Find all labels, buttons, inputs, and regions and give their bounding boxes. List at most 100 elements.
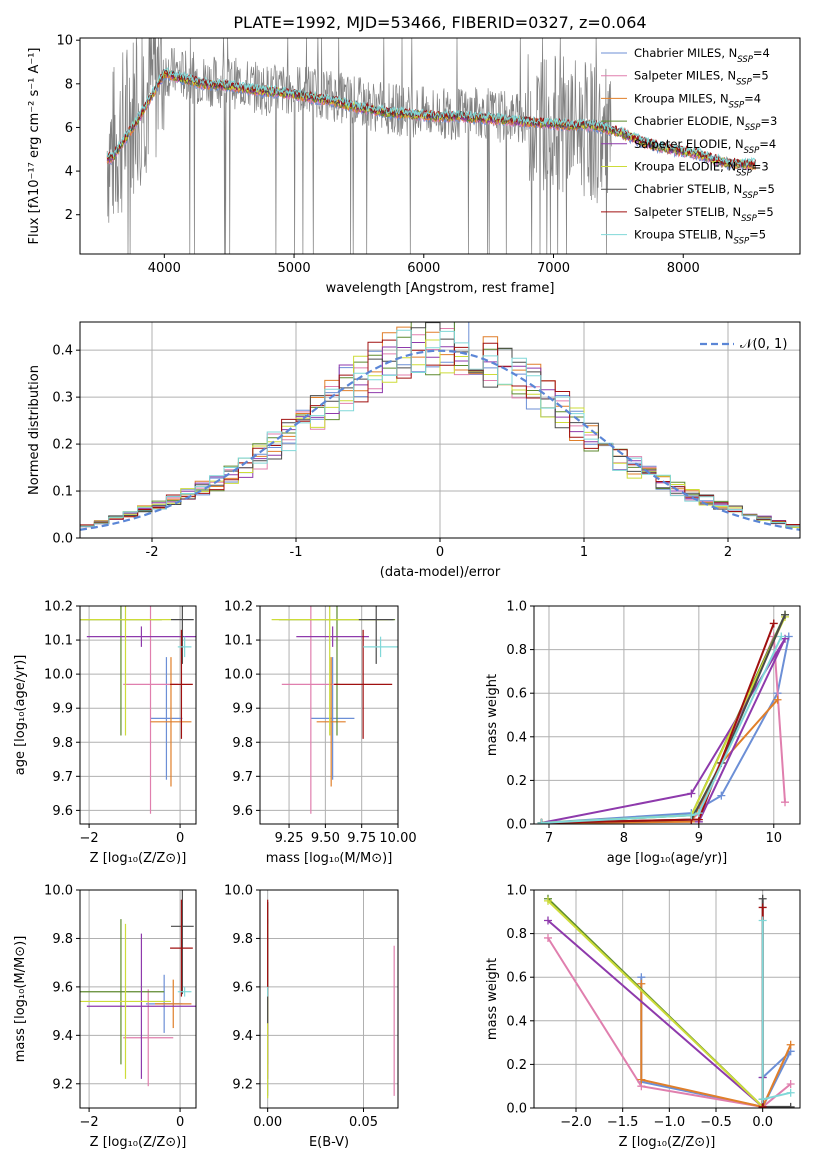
x-tick-label: −1.5 bbox=[607, 1115, 639, 1130]
y-tick-label: 0.3 bbox=[52, 391, 73, 406]
panel-mass_weight_vs_age: 7 8 9 10 0.0 0.2 0.4 0.6 0.8 1.0 age [log₁₀(age/yr… bbox=[485, 600, 801, 866]
panel-mass_weight_vs_Z: −2.0 −1.5 −1.0 −0.5 0.0 0.0 0.2 0.4 0.6 0.8 1.0 Z [… bbox=[485, 884, 801, 1150]
plot-area bbox=[544, 894, 795, 1108]
x-tick-label: −2 bbox=[80, 1115, 99, 1130]
chart-title: PLATE=1992, MJD=53466, FIBERID=0327, z=0… bbox=[233, 13, 646, 32]
x-tick-label: 2 bbox=[724, 545, 732, 560]
x-axis-label: E(B-V) bbox=[309, 1135, 349, 1150]
x-tick-label: 8 bbox=[620, 831, 628, 846]
panel-spectrum: 4000 5000 6000 7000 8000 2 4 6 8 10 wavelength [An… bbox=[27, 13, 801, 296]
y-tick-label: 0.2 bbox=[506, 1058, 527, 1073]
y-tick-label: 9.6 bbox=[52, 980, 73, 995]
x-tick-label: 7 bbox=[545, 831, 553, 846]
weight-marker-7 bbox=[758, 903, 767, 912]
y-tick-label: 9.4 bbox=[52, 1029, 73, 1044]
x-tick-label: 0.0 bbox=[752, 1115, 773, 1130]
weight-marker-7 bbox=[758, 1102, 767, 1108]
plot-area bbox=[80, 606, 196, 814]
x-tick-label: 9 bbox=[695, 831, 703, 846]
x-tick-label: 0.05 bbox=[349, 1115, 378, 1130]
weight-marker-6 bbox=[781, 610, 790, 619]
histogram-7 bbox=[80, 339, 800, 526]
x-tick-label: -1 bbox=[290, 545, 303, 560]
y-tick-label: 0.2 bbox=[52, 438, 73, 453]
x-tick-label: 8000 bbox=[667, 261, 700, 276]
legend-entry-6: Chabrier STELIB, NSSP=5 bbox=[634, 182, 775, 201]
y-tick-label: 0.8 bbox=[506, 643, 527, 658]
y-tick-label: 9.7 bbox=[232, 770, 253, 785]
weight-marker-1 bbox=[786, 1080, 795, 1089]
weight-series-8 bbox=[541, 636, 783, 824]
y-axis-label: mass weight bbox=[485, 674, 500, 756]
axes-frame bbox=[79, 321, 801, 539]
x-tick-label: 10 bbox=[766, 831, 783, 846]
weight-marker-7 bbox=[769, 619, 778, 628]
weight-marker-2 bbox=[773, 695, 782, 704]
histogram-5 bbox=[80, 339, 800, 528]
x-tick-label: 6000 bbox=[407, 261, 440, 276]
x-tick-label: −1.0 bbox=[654, 1115, 686, 1130]
y-axis-label: mass weight bbox=[485, 958, 500, 1040]
weight-marker-8 bbox=[687, 811, 696, 820]
x-tick-label: 0.00 bbox=[253, 1115, 282, 1130]
x-tick-label: 9.25 bbox=[275, 831, 304, 846]
y-axis-label: mass [log₁₀(M/M⊙)] bbox=[13, 936, 28, 1063]
y-tick-label: 4 bbox=[65, 165, 73, 180]
plot-area bbox=[80, 322, 800, 531]
weight-series-5 bbox=[541, 616, 786, 824]
y-axis-label: age [log₁₀(age/yr)] bbox=[13, 655, 28, 776]
y-tick-label: 10.2 bbox=[224, 600, 253, 615]
axes-frame bbox=[533, 889, 801, 1109]
y-tick-label: 10.0 bbox=[44, 668, 73, 683]
x-tick-label: 0 bbox=[176, 1115, 184, 1130]
weight-marker-6 bbox=[758, 894, 767, 903]
y-tick-label: 6 bbox=[65, 121, 73, 136]
panel-residuals: -2 -1 0 1 2 0.0 0.1 0.2 0.3 0.4 (data-model)/error… bbox=[27, 321, 801, 580]
weight-marker-1 bbox=[781, 798, 790, 807]
legend-entry-1: Salpeter MILES, NSSP=5 bbox=[634, 69, 769, 88]
x-axis-label: age [log₁₀(age/yr)] bbox=[607, 851, 728, 866]
x-axis-label: Z [log₁₀(Z/Z⊙)] bbox=[90, 851, 187, 866]
weight-marker-4 bbox=[544, 916, 552, 925]
y-tick-label: 9.9 bbox=[232, 702, 253, 717]
weight-marker-6 bbox=[786, 1102, 795, 1108]
weight-series-3 bbox=[541, 614, 786, 824]
legend-entry-7: Salpeter STELIB, NSSP=5 bbox=[634, 205, 774, 224]
plot-area bbox=[271, 606, 398, 814]
legend-entry-2: Kroupa MILES, NSSP=4 bbox=[634, 91, 761, 110]
gaussian-curve bbox=[80, 349, 800, 531]
weight-marker-0 bbox=[717, 791, 726, 800]
x-tick-label: 10.00 bbox=[379, 831, 416, 846]
weight-marker-8 bbox=[777, 632, 786, 641]
y-tick-label: 9.6 bbox=[232, 804, 253, 819]
weight-marker-1 bbox=[544, 933, 552, 942]
y-tick-label: 9.2 bbox=[52, 1077, 73, 1092]
panel-age_vs_Z: −2 0 9.6 9.7 9.8 9.9 10.0 10.1 10.2 Z [log₁₀(Z/Z⊙… bbox=[13, 600, 197, 866]
y-tick-label: 10.1 bbox=[44, 634, 73, 649]
y-tick-label: 9.2 bbox=[232, 1077, 253, 1092]
axes-frame bbox=[259, 605, 399, 825]
y-tick-label: 0.4 bbox=[506, 1014, 527, 1029]
y-tick-label: 2 bbox=[65, 208, 73, 223]
x-axis-label: mass [log₁₀(M/M⊙)] bbox=[266, 851, 393, 866]
y-tick-label: 0.0 bbox=[506, 818, 527, 833]
y-tick-label: 10.1 bbox=[224, 634, 253, 649]
weight-marker-8 bbox=[758, 1095, 767, 1104]
x-tick-label: −0.5 bbox=[700, 1115, 732, 1130]
x-tick-label: −2 bbox=[80, 831, 99, 846]
weight-series-2 bbox=[640, 983, 792, 1108]
y-tick-label: 0.6 bbox=[506, 971, 527, 986]
y-tick-label: 0.2 bbox=[506, 774, 527, 789]
y-tick-label: 1.0 bbox=[506, 884, 527, 899]
x-tick-label: 9.50 bbox=[311, 831, 340, 846]
y-tick-label: 0.1 bbox=[52, 485, 73, 500]
y-tick-label: 9.6 bbox=[232, 980, 253, 995]
x-axis-label: Z [log₁₀(Z/Z⊙)] bbox=[90, 1135, 187, 1150]
y-tick-label: 9.7 bbox=[52, 770, 73, 785]
axes-frame bbox=[79, 37, 801, 255]
histogram-8 bbox=[80, 329, 800, 527]
x-axis-label: (data-model)/error bbox=[380, 565, 501, 580]
y-tick-label: 9.8 bbox=[52, 932, 73, 947]
weight-marker-8 bbox=[694, 809, 703, 818]
